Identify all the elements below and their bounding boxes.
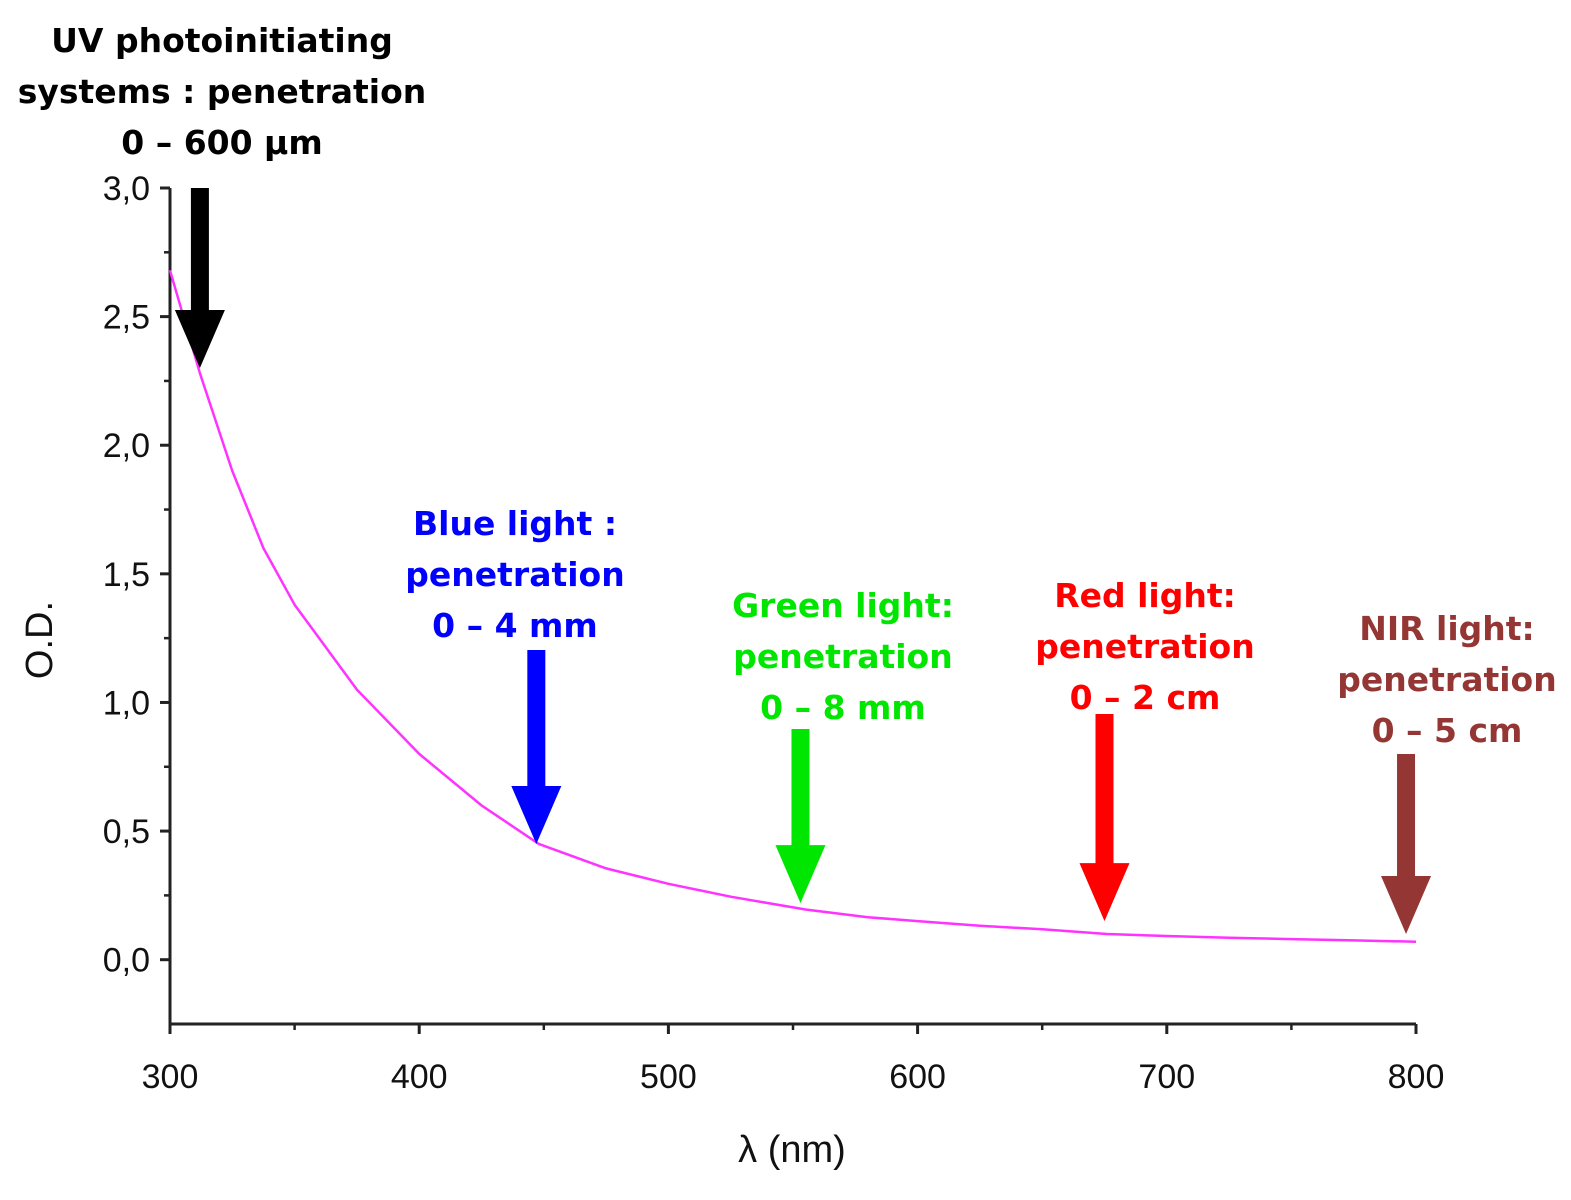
annotation-label: NIR light: [1359,609,1535,648]
annotation-label: penetration [1035,627,1254,666]
y-tick-label: 3,0 [103,170,150,208]
x-tick-label: 600 [889,1058,946,1096]
annotation-label: 0 – 600 µm [121,123,322,162]
y-tick-label: 0,5 [103,813,150,851]
x-tick-label: 500 [640,1058,697,1096]
x-tick-label: 300 [142,1058,199,1096]
annotation-label: penetration [405,555,624,594]
axes: 300 400 500 600 700 800 0,0 0,5 1,0 1,5 2,0 2,5 3,0 [103,170,1445,1096]
annotation-label: UV photoinitiating [51,21,393,60]
annotation: NIR light: penetration 0 – 5 cm [1337,609,1557,934]
annotation-label: systems : penetration [18,72,427,111]
annotation-arrow [174,188,225,369]
annotation-arrow [1079,714,1130,922]
series-line [168,269,1417,943]
plot-area [168,269,1417,943]
y-tick-label: 0,0 [103,942,150,980]
annotation-label: Green light: [732,586,954,625]
y-axis-title: O.D. [19,601,61,679]
annotation-arrow [511,650,562,844]
y-tick-label: 1,5 [103,556,150,594]
x-tick-label: 700 [1138,1058,1195,1096]
x-tick-label: 800 [1388,1058,1445,1096]
annotation-label: 0 – 2 cm [1070,678,1221,717]
annotations: UV photoinitiating systems : penetration 0… [18,21,1557,934]
x-tick-label: 400 [391,1058,448,1096]
annotation: Red light: penetration 0 – 2 cm [1035,576,1255,922]
annotation-label: penetration [1337,660,1556,699]
y-tick-label: 1,0 [103,684,150,722]
y-tick-label: 2,0 [103,427,150,465]
annotation-arrow [1381,754,1432,934]
annotation-arrow [775,729,826,904]
y-tick-label: 2,5 [103,299,150,337]
annotation-label: 0 – 4 mm [432,606,598,645]
annotation-label: Red light: [1054,576,1236,615]
annotation: Green light: penetration 0 – 8 mm [732,586,954,904]
annotation-label: Blue light : [413,504,617,543]
annotation-label: 0 – 5 cm [1372,711,1523,750]
annotation: Blue light : penetration 0 – 4 mm [405,504,625,844]
annotation-label: 0 – 8 mm [760,688,926,727]
annotation-label: penetration [733,637,952,676]
annotation: UV photoinitiating systems : penetration 0… [18,21,427,369]
x-axis-title: λ (nm) [738,1129,846,1171]
